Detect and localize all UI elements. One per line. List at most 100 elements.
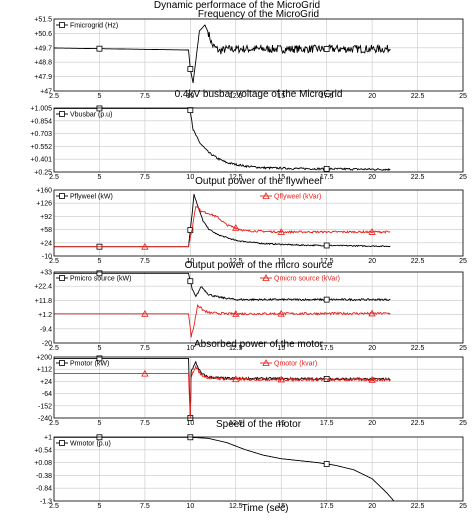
y-tick-label: +47.9 xyxy=(34,74,52,81)
y-tick-label: +24 xyxy=(40,240,52,247)
y-tick-label: +11.8 xyxy=(35,298,52,305)
chart-title: 0.4kV busbar voltage of the MicroGrid xyxy=(175,89,343,100)
series-marker xyxy=(187,66,194,72)
x-tick-label: 5 xyxy=(97,93,101,100)
x-tick-label: 22.5 xyxy=(411,420,425,427)
y-tick-label: +92 xyxy=(40,214,52,221)
y-tick-label: +1.2 xyxy=(38,312,52,319)
x-tick-label: 25 xyxy=(459,93,467,100)
chart-panel: Output power of the micro source 2.5 5 7.5 1… xyxy=(34,260,467,352)
series-marker xyxy=(232,224,240,231)
legend-marker xyxy=(59,360,65,366)
x-tick-label: 17.5 xyxy=(320,174,334,181)
y-tick-label: -20 xyxy=(42,341,52,348)
chart-title: Frequency of the MicroGrid xyxy=(198,9,319,20)
y-tick-label: +126 xyxy=(36,201,52,208)
series-marker xyxy=(141,242,149,250)
plot-frame xyxy=(53,436,464,502)
legend-label: Vbusbar (p.u) xyxy=(70,112,112,119)
series-line xyxy=(54,303,391,338)
chart-title: Output power of the micro source xyxy=(185,260,333,271)
x-tick-label: 20 xyxy=(368,93,376,100)
x-tick-label: 10 xyxy=(186,345,194,352)
x-tick-label: 7.5 xyxy=(140,258,150,265)
x-tick-label: 22.5 xyxy=(411,345,425,352)
series-line xyxy=(54,364,391,418)
legend-marker xyxy=(59,193,65,199)
legend-marker xyxy=(59,22,65,28)
series-line xyxy=(54,193,391,248)
x-tick-label: 20 xyxy=(368,258,376,265)
y-tick-label: +112 xyxy=(37,367,52,374)
series-line xyxy=(54,205,391,248)
x-tick-label: 10 xyxy=(186,258,194,265)
legend-label: Wmotor (p.u) xyxy=(70,441,111,448)
x-axis-label: Time (sec) xyxy=(242,503,289,514)
x-tick-label: 12.5 xyxy=(229,174,243,181)
legend-label: Qmicro source (kVar) xyxy=(274,276,340,283)
x-tick-label: 22.5 xyxy=(411,174,425,181)
y-tick-label: +160 xyxy=(36,188,52,195)
legend-marker xyxy=(262,274,270,281)
x-tick-label: 20 xyxy=(368,174,376,181)
x-tick-label: 7.5 xyxy=(140,345,150,352)
series-marker xyxy=(141,309,149,317)
y-tick-label: -0.38 xyxy=(36,473,52,480)
y-tick-label: +51.5 xyxy=(34,17,52,24)
series-marker xyxy=(232,309,240,317)
chart-panel: Speed of the motor 2.5 5 7.5 10 12.5 15 17.5 20 2… xyxy=(34,419,467,510)
x-tick-label: 25 xyxy=(459,420,467,427)
y-tick-label: +22.4 xyxy=(34,284,52,291)
x-tick-label: 5 xyxy=(97,258,101,265)
series-marker xyxy=(232,375,240,383)
series-marker xyxy=(323,165,330,172)
series-marker xyxy=(323,242,330,249)
series-marker xyxy=(323,296,330,303)
series-marker xyxy=(187,227,194,233)
x-tick-label: 20 xyxy=(368,503,376,510)
x-tick-label: 15 xyxy=(277,174,285,181)
legend-label: Pmicro source (kW) xyxy=(70,276,131,283)
x-tick-label: 10 xyxy=(186,174,194,181)
legend-label: Pflyweel (kW) xyxy=(70,194,113,201)
plot-frame xyxy=(53,356,464,419)
series-marker xyxy=(368,375,376,383)
series-marker xyxy=(96,105,103,112)
x-tick-label: 25 xyxy=(459,345,467,352)
legend-marker xyxy=(262,359,270,366)
series-marker xyxy=(323,461,330,467)
series-marker xyxy=(141,369,149,377)
legend-label: Fmicrogrid (Hz) xyxy=(70,23,118,30)
x-tick-label: 2.5 xyxy=(49,174,59,181)
series-marker xyxy=(277,375,285,383)
chart-panel: Absorbed power of the motor 2.5 5 7.5 10 12.5… xyxy=(36,339,467,427)
x-tick-label: 20 xyxy=(368,345,376,352)
x-tick-label: 2.5 xyxy=(49,93,59,100)
x-tick-label: 15 xyxy=(277,420,285,427)
y-tick-label: +48.8 xyxy=(34,60,52,67)
y-tick-label: +58 xyxy=(40,227,52,234)
series-marker xyxy=(323,46,330,52)
x-tick-label: 22.5 xyxy=(411,258,425,265)
x-tick-label: 5 xyxy=(97,503,101,510)
y-tick-label: +47 xyxy=(40,89,52,96)
y-tick-label: -240 xyxy=(38,416,52,423)
series-marker xyxy=(368,228,376,235)
x-tick-label: 5 xyxy=(97,345,101,352)
x-tick-label: 7.5 xyxy=(140,420,150,427)
series-marker xyxy=(96,45,103,52)
series-line xyxy=(54,272,391,302)
y-tick-label: +0.08 xyxy=(34,460,52,467)
x-tick-label: 2.5 xyxy=(49,503,59,510)
x-tick-label: 25 xyxy=(459,258,467,265)
chart-title: Speed of the motor xyxy=(216,419,302,430)
x-tick-label: 17.5 xyxy=(320,420,334,427)
y-tick-label: -152 xyxy=(38,403,52,410)
plot-frame xyxy=(53,271,464,344)
x-tick-label: 10 xyxy=(186,93,194,100)
legend-marker xyxy=(59,440,65,446)
legend-label: Qflyweel (kVar) xyxy=(274,194,321,201)
x-tick-label: 25 xyxy=(459,503,467,510)
x-tick-label: 10 xyxy=(186,420,194,427)
